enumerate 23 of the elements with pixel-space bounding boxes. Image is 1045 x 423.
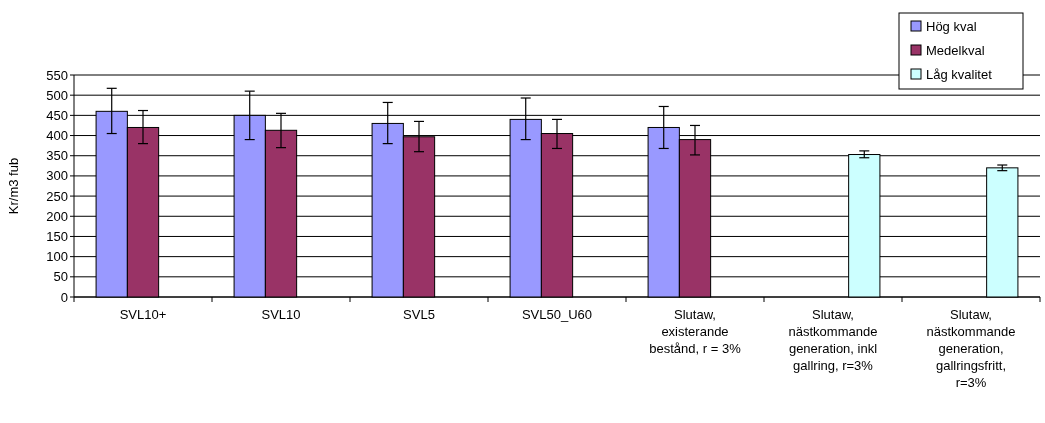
x-tick-label: Slutaw, existerande bestånd, r = 3% bbox=[649, 307, 742, 356]
x-tick-label: SVL50_U60 bbox=[521, 307, 593, 322]
x-tick-label: SVL5 bbox=[403, 307, 435, 322]
y-axis-title: Kr/m3 fub bbox=[6, 157, 21, 215]
x-tick-label: SVL10 bbox=[261, 307, 301, 322]
y-tick-label: 550 bbox=[46, 67, 68, 83]
y-tick-label: 300 bbox=[46, 168, 68, 184]
y-tick-label: 500 bbox=[46, 87, 68, 103]
legend-label: Hög kval bbox=[926, 18, 977, 34]
legend-label: Låg kvalitet bbox=[926, 66, 993, 82]
y-tick-label: 450 bbox=[46, 107, 68, 123]
y-tick-label: 200 bbox=[46, 208, 68, 224]
x-tick-label: Slutaw, nästkommande generation, inkl gallring, r=3% bbox=[788, 307, 878, 373]
y-tick-label: 250 bbox=[46, 188, 68, 204]
y-tick-label: 50 bbox=[53, 269, 68, 285]
legend-label: Medelkval bbox=[926, 42, 985, 58]
y-tick-label: 400 bbox=[46, 128, 68, 144]
x-tick-label: Slutaw, nästkommande generation, gallringsfritt, r=3% bbox=[926, 307, 1016, 390]
y-tick-label: 150 bbox=[46, 229, 68, 244]
y-tick-label: 0 bbox=[60, 289, 68, 305]
y-tick-label: 350 bbox=[46, 148, 68, 164]
x-tick-label: SVL10+ bbox=[119, 307, 167, 322]
y-tick-label: 100 bbox=[46, 249, 68, 265]
